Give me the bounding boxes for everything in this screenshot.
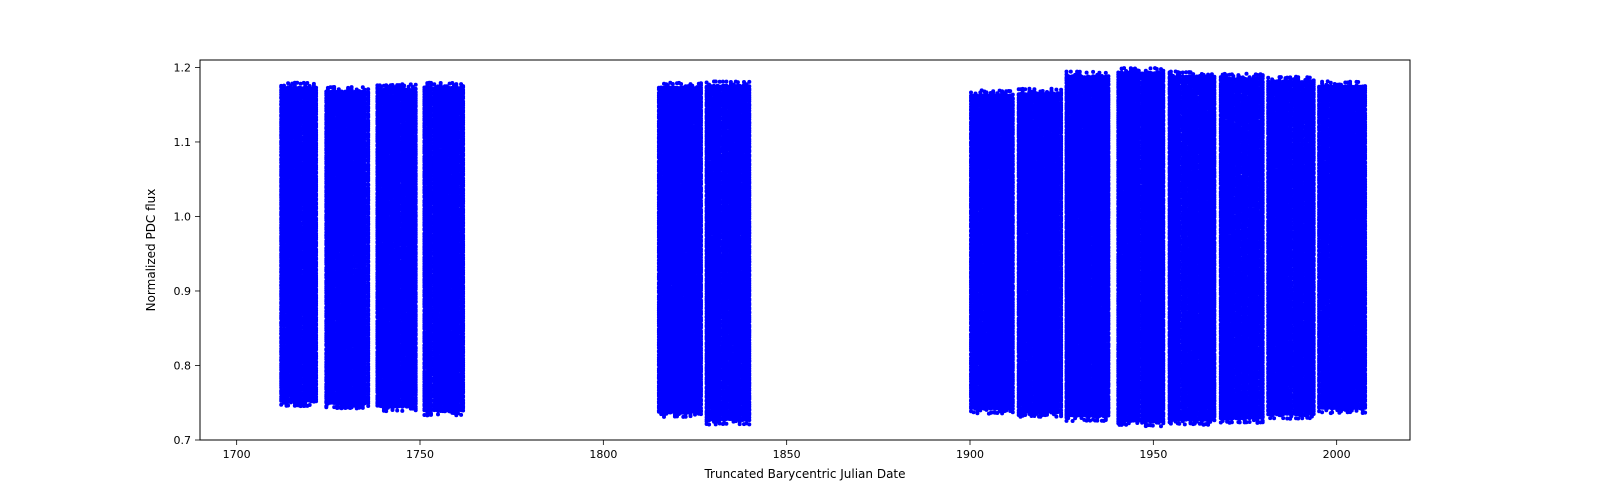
- x-tick-label: 1950: [1139, 448, 1167, 461]
- y-tick-label: 1.1: [174, 136, 192, 149]
- y-tick-label: 0.8: [174, 359, 192, 372]
- x-tick-label: 1700: [223, 448, 251, 461]
- y-tick-label: 0.7: [174, 434, 192, 447]
- x-tick-label: 1800: [589, 448, 617, 461]
- x-tick-label: 2000: [1323, 448, 1351, 461]
- x-tick-label: 1900: [956, 448, 984, 461]
- y-tick-label: 1.2: [174, 61, 192, 74]
- y-axis-label: Normalized PDC flux: [144, 189, 158, 312]
- scatter-chart: 1700 1750 1800 1850 1900 1950 2000 Truncated Ba…: [0, 0, 1600, 500]
- y-tick-label: 0.9: [174, 285, 192, 298]
- x-tick-label: 1750: [406, 448, 434, 461]
- x-tick-label: 1850: [773, 448, 801, 461]
- y-tick-label: 1.0: [174, 210, 192, 223]
- chart-container: 1700 1750 1800 1850 1900 1950 2000 Truncated Ba…: [0, 0, 1600, 500]
- x-axis-label: Truncated Barycentric Julian Date: [703, 467, 905, 481]
